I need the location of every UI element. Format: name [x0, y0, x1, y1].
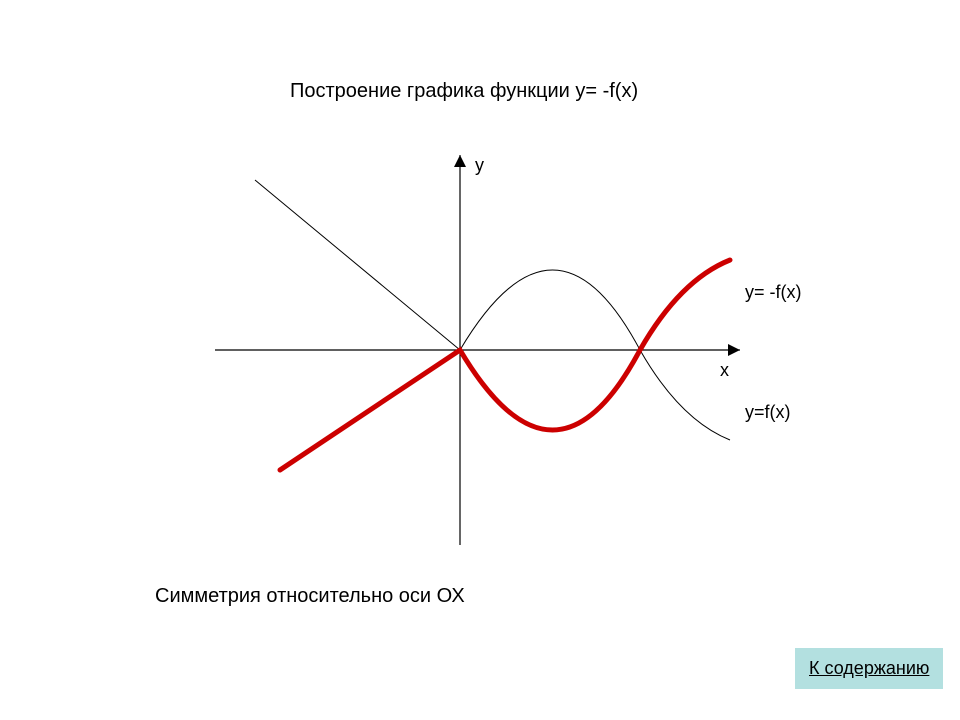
curve-neg-f — [255, 180, 730, 440]
y-axis-arrow — [454, 155, 466, 167]
curve-neg-f-label: y= -f(x) — [745, 282, 802, 303]
caption: Симметрия относительно оси ОХ — [155, 585, 465, 608]
y-axis-label: y — [475, 155, 484, 176]
x-axis-arrow — [728, 344, 740, 356]
curve-f-label: y=f(x) — [745, 402, 791, 423]
x-axis-label: x — [720, 360, 729, 381]
toc-link[interactable]: К содержанию — [795, 648, 943, 689]
function-graph — [0, 0, 960, 720]
